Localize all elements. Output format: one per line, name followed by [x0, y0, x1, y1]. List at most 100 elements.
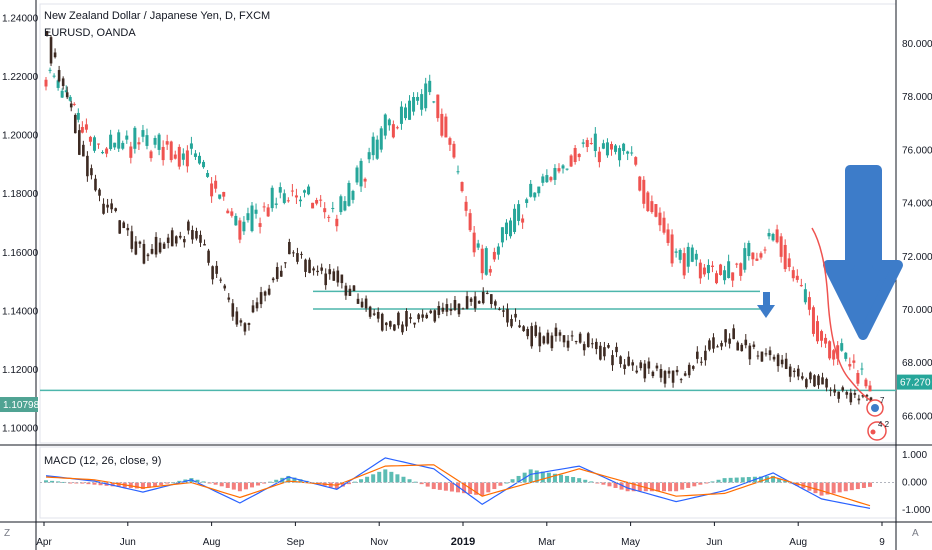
eurusd-candle-body	[627, 356, 630, 366]
nzdjpy-candle-body	[88, 136, 92, 142]
nzdjpy-candle-body	[181, 153, 185, 160]
event-badge-dot	[870, 429, 876, 435]
nzdjpy-candle-body	[484, 248, 488, 275]
eurusd-candle-body	[502, 310, 505, 312]
eurusd-candle-body	[126, 227, 130, 231]
nzdjpy-candle-body	[476, 243, 480, 248]
nzdjpy-candle-body	[298, 199, 302, 202]
left-corner-label[interactable]: Z	[4, 528, 11, 539]
nzdjpy-candle-body	[848, 364, 852, 367]
macd-histogram-bar	[740, 477, 745, 483]
eurusd-candle-body	[178, 235, 182, 238]
nzdjpy-candle-body	[270, 187, 274, 209]
nzdjpy-candle-body	[771, 233, 775, 241]
nzdjpy-candle-body	[828, 341, 832, 359]
eurusd-candle-body	[849, 392, 853, 403]
nzdjpy-candle-body	[702, 267, 706, 275]
eurusd-candle-body	[122, 222, 126, 229]
nzdjpy-candle-body	[868, 385, 872, 392]
eurusd-candle-body	[494, 301, 497, 306]
nzdjpy-candle-body	[759, 253, 763, 258]
nzdjpy-candle-body	[266, 207, 270, 217]
macd-histogram-bar	[231, 482, 236, 490]
last-price-right-tag	[897, 374, 932, 390]
macd-line	[45, 457, 871, 509]
eurusd-candle-body	[518, 325, 521, 328]
nzdjpy-candle-body	[731, 272, 735, 281]
macd-histogram-bar	[716, 479, 721, 483]
macd-histogram-bar	[98, 482, 103, 486]
eurusd-candle-body	[360, 301, 364, 308]
macd-histogram-bar	[201, 481, 206, 483]
macd-histogram-bar	[637, 482, 642, 492]
eurusd-candle-body	[203, 244, 206, 246]
nzdjpy-candle-body	[811, 307, 815, 334]
eurusd-candle-body	[376, 311, 380, 319]
nzdjpy-candle-body	[573, 148, 577, 163]
small-down-arrow	[757, 292, 775, 318]
eurusd-candle-body	[708, 340, 711, 350]
macd-histogram-bar	[777, 478, 782, 483]
nzdjpy-candle-body	[864, 379, 868, 387]
eurusd-candle-body	[191, 230, 194, 240]
nzdjpy-candle-body	[68, 96, 72, 101]
macd-histogram-bar	[819, 482, 824, 496]
time-axis-label: Nov	[370, 537, 388, 548]
nzdjpy-candle-body	[250, 205, 254, 232]
macd-histogram-bar	[425, 482, 430, 487]
nzdjpy-candle-body	[335, 218, 339, 227]
nzdjpy-candle-body	[246, 213, 250, 221]
time-axis-label: 2019	[451, 536, 475, 548]
nzdjpy-candle-body	[614, 145, 618, 152]
overlay-series-label: EURUSD, OANDA	[44, 27, 136, 39]
nzdjpy-candle-body	[723, 270, 727, 281]
last-price-left-tag	[0, 397, 38, 413]
nzdjpy-candle-body	[153, 137, 157, 145]
macd-histogram-bar	[359, 479, 364, 483]
eurusd-candle-body	[199, 234, 202, 243]
left-axis-tick-label: 1.20000	[2, 131, 39, 142]
nzdjpy-candle-body	[387, 119, 391, 126]
eurusd-candle-body	[368, 306, 372, 317]
eurusd-candle-body	[94, 178, 97, 191]
macd-histogram-bar	[286, 475, 291, 483]
macd-histogram-bar	[692, 482, 697, 487]
nzdjpy-candle-body	[626, 151, 630, 154]
macd-histogram-bar	[601, 482, 606, 485]
nzdjpy-candle-body	[698, 262, 702, 279]
nzdjpy-candle-body	[169, 141, 173, 161]
macd-histogram-bar	[340, 482, 345, 487]
eurusd-candle-body	[57, 70, 61, 82]
eurusd-candle-body	[332, 271, 336, 281]
eurusd-candle-body	[195, 230, 198, 239]
macd-histogram-bar	[371, 474, 376, 483]
eurusd-candle-body	[562, 335, 566, 343]
nzdjpy-candle-body	[177, 146, 181, 167]
macd-histogram-bar	[353, 481, 357, 483]
macd-histogram-bar	[680, 482, 685, 490]
eurusd-candle-body	[69, 103, 73, 108]
nzdjpy-candle-body	[666, 229, 670, 243]
macd-histogram-bar	[86, 482, 91, 485]
nzdjpy-candle-body	[593, 133, 597, 152]
left-axis-tick-label: 1.12000	[2, 365, 39, 376]
macd-histogram-bar	[250, 482, 254, 488]
eurusd-candle-body	[821, 377, 824, 385]
right-corner-label[interactable]: A	[912, 528, 919, 539]
eurusd-candle-body	[158, 242, 162, 253]
macd-histogram-bar	[825, 482, 830, 495]
eurusd-candle-body	[134, 241, 138, 255]
nzdjpy-candle-body	[496, 246, 500, 255]
nzdjpy-candle-body	[327, 216, 331, 218]
nzdjpy-candle-body	[638, 176, 642, 191]
nzdjpy-candle-body	[795, 275, 799, 280]
nzdjpy-candle-body	[719, 264, 723, 275]
eurusd-candle-body	[865, 395, 869, 397]
eurusd-candle-body	[82, 144, 85, 157]
eurusd-candle-body	[853, 392, 857, 395]
nzdjpy-candle-body	[234, 215, 238, 226]
eurusd-candle-body	[801, 376, 804, 379]
nzdjpy-candle-body	[157, 134, 161, 150]
eurusd-candle-body	[526, 329, 529, 337]
